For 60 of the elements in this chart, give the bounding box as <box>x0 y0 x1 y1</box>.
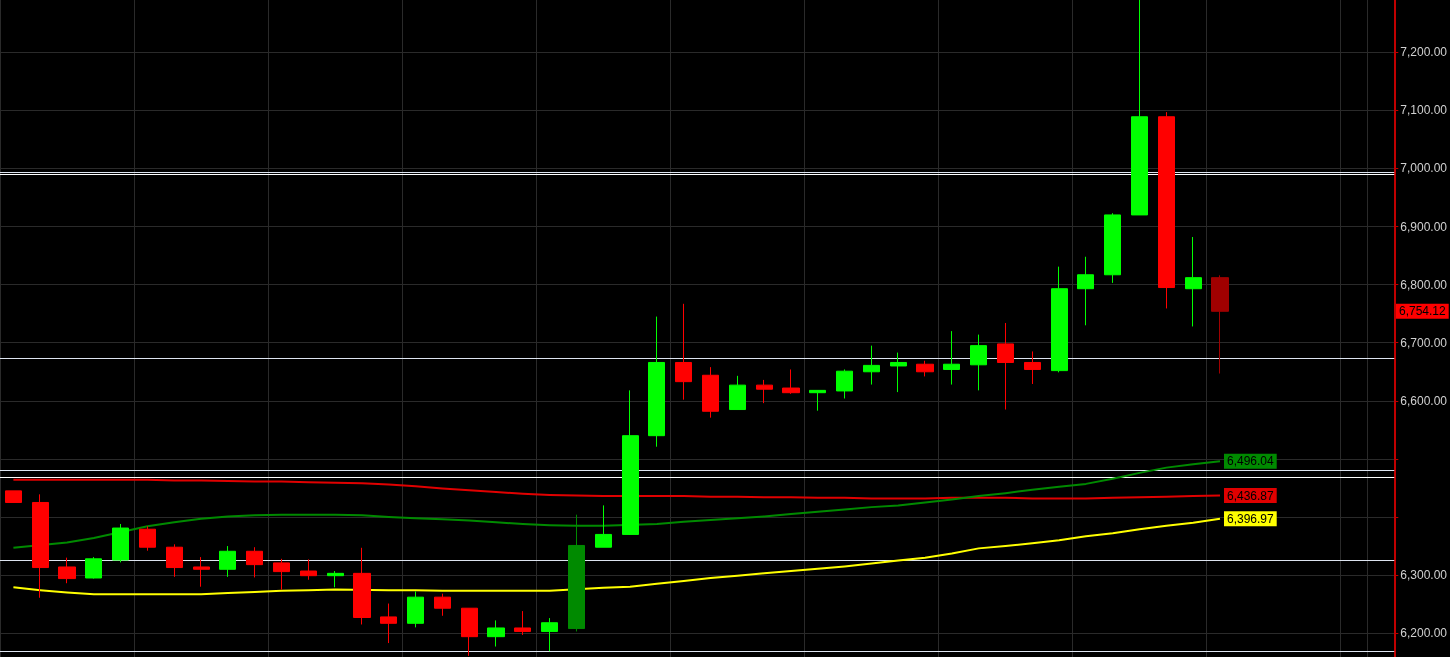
candlestick <box>273 558 290 591</box>
candlestick <box>1158 111 1175 309</box>
candlestick <box>32 493 49 599</box>
candlestick <box>246 546 263 578</box>
y-tick-label: 7,200.00 <box>1400 45 1448 60</box>
y-tick-label: 6,300.00 <box>1400 568 1448 583</box>
candlestick <box>997 322 1014 411</box>
candlestick <box>353 547 371 625</box>
candlestick <box>380 603 397 644</box>
candlestick <box>139 525 156 552</box>
candlestick <box>648 316 665 448</box>
candlestick <box>675 303 692 401</box>
candlestick <box>1077 256 1094 326</box>
candlestick <box>1185 236 1202 327</box>
candlestick <box>1104 212 1121 284</box>
candlestick <box>782 368 800 395</box>
candlestick <box>541 617 558 652</box>
candlestick <box>890 352 907 393</box>
candlestick <box>461 607 478 657</box>
candlestick <box>300 558 317 581</box>
candlestick <box>702 366 719 419</box>
candlestick <box>1024 350 1041 385</box>
y-tick-label: 6,200.00 <box>1400 626 1448 641</box>
candlestick <box>5 490 22 503</box>
candlestick <box>1131 0 1148 216</box>
candlestick <box>943 330 960 386</box>
line-series <box>12 478 1221 500</box>
y-tick-label: 6,700.00 <box>1400 335 1448 350</box>
candlestick <box>112 523 129 563</box>
data-label: 6,496.04 <box>1227 454 1275 469</box>
y-tick-label: 6,800.00 <box>1400 277 1448 292</box>
candlestick <box>219 545 236 578</box>
candlestick <box>85 556 102 580</box>
candlestick <box>193 556 210 588</box>
candlestick <box>1051 266 1068 373</box>
candlestick <box>327 570 344 588</box>
line-series <box>12 517 1221 596</box>
candlestick <box>1211 274 1229 375</box>
candlestick <box>58 557 76 584</box>
text: 6,754.12 <box>1399 304 1447 319</box>
candlestick <box>407 590 424 628</box>
candlestick <box>809 389 826 412</box>
candlestick <box>166 543 183 578</box>
data-label: 6,436.87 <box>1227 488 1275 503</box>
candlestick <box>729 375 746 411</box>
y-tick-label: 7,100.00 <box>1400 103 1448 118</box>
data-label: 6,396.97 <box>1227 511 1275 526</box>
candlestick <box>595 504 612 548</box>
candlestick <box>622 389 639 536</box>
candlestick <box>756 379 773 404</box>
candlestick <box>916 360 934 377</box>
candlestick <box>836 368 853 399</box>
y-tick-label: 6,900.00 <box>1400 219 1448 234</box>
candlestick <box>863 345 880 386</box>
y-tick-label: 7,000.00 <box>1400 161 1448 176</box>
candlestick <box>514 610 531 636</box>
candlestick <box>487 619 505 648</box>
candlestick <box>434 593 451 617</box>
y-tick-label: 6,600.00 <box>1400 393 1448 408</box>
candlestick <box>970 334 987 391</box>
